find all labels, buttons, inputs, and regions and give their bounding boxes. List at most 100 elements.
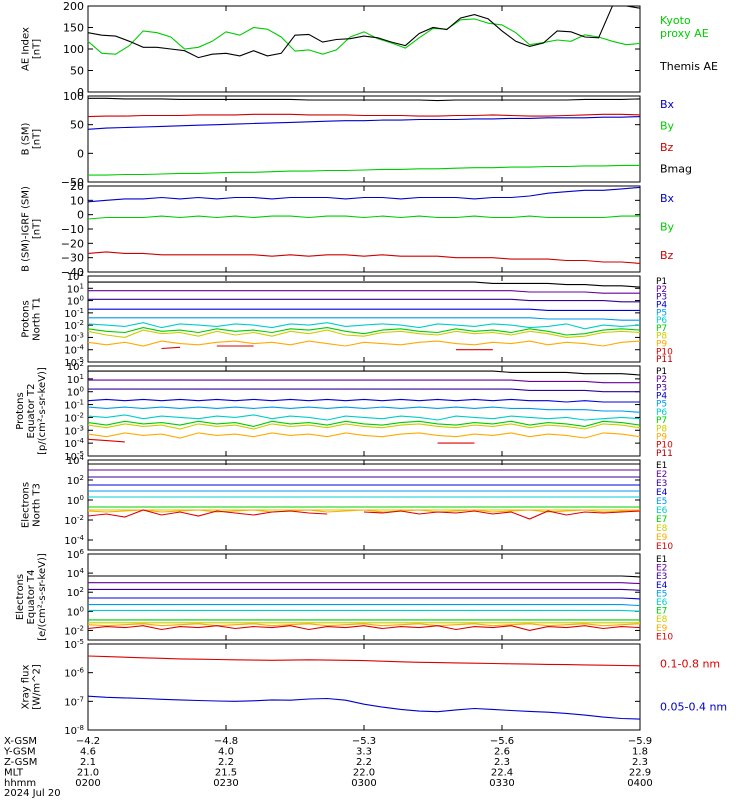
legend-label: E4 (656, 488, 668, 498)
legend-label: P6 (656, 316, 667, 326)
x-row-value: 2.3 (632, 757, 648, 768)
y-tick-label: 106 (67, 548, 85, 561)
legend-label: P1 (656, 367, 667, 377)
series-line (87, 432, 641, 439)
y-axis-label: North T3 (32, 483, 43, 527)
y-axis-label: North T1 (32, 297, 43, 341)
series-line (88, 298, 640, 303)
legend-label: Bx (660, 98, 675, 111)
x-row-label: Y-GSM (3, 747, 36, 758)
series-line (87, 322, 641, 330)
y-tick-label: 10-1 (64, 307, 84, 320)
x-row-value: 3.3 (356, 747, 372, 758)
legend-label: P3 (656, 293, 667, 303)
legend-label: P9 (656, 432, 667, 442)
series-line (87, 655, 641, 667)
x-row-value: 1.8 (632, 747, 648, 758)
legend-label: P10 (656, 441, 673, 451)
y-tick-label: 0 (77, 147, 84, 160)
legend-label: E2 (656, 470, 667, 480)
legend-label: P8 (656, 332, 667, 342)
legend-label: E1 (656, 461, 667, 471)
panel-frame (87, 459, 641, 551)
legend-label: P5 (656, 400, 667, 410)
panel-frame (87, 185, 641, 273)
y-tick-label: 10-2 (64, 514, 84, 527)
y-axis-label: Electrons (15, 574, 26, 620)
y-tick-label: 10 (70, 194, 84, 207)
series-line (87, 398, 640, 403)
legend-label: E8 (656, 524, 668, 534)
y-axis-label: B (SM)-IGRF (SM) (21, 186, 32, 272)
series-line (87, 215, 640, 220)
x-row-value: 22.0 (353, 768, 375, 779)
series-line (87, 509, 328, 518)
x-row-value: 22.4 (491, 768, 513, 779)
y-tick-label: 10-5 (64, 638, 84, 651)
series-line (88, 317, 640, 321)
series-line (88, 582, 641, 585)
panel-frame (87, 95, 641, 183)
y-axis-label: [nT] (32, 129, 43, 149)
legend-label: E2 (656, 564, 667, 574)
legend-label: Bmag (660, 162, 692, 175)
series-line (87, 423, 641, 430)
legend-label: E1 (656, 555, 667, 565)
legend-label: P11 (656, 449, 673, 459)
series-line (87, 113, 641, 118)
y-tick-label: 100 (67, 386, 84, 399)
date-label: 2024 Jul 20 (4, 788, 61, 799)
legend-label: P4 (656, 300, 667, 310)
y-tick-label: 102 (67, 360, 84, 373)
legend-label: P4 (656, 392, 667, 402)
series-line (88, 575, 641, 578)
legend-label: 0.1-0.8 nm (660, 658, 720, 671)
legend-label: E6 (656, 506, 668, 516)
legend-label: P3 (656, 383, 667, 393)
y-axis-label: [nT] (32, 219, 43, 239)
y-axis-label: Equator T4 (26, 570, 37, 625)
y-tick-label: 10-5 (64, 450, 84, 463)
y-tick-label: 10-1 (64, 399, 84, 412)
legend-label: E5 (656, 497, 667, 507)
y-tick-label: 50 (70, 65, 84, 78)
y-tick-label: 10-3 (64, 424, 84, 437)
y-tick-label: 0 (77, 209, 84, 222)
y-tick-label: 150 (63, 22, 84, 35)
series-line (88, 604, 641, 607)
x-row-value: 0230 (213, 778, 238, 789)
x-row-value: 0400 (627, 778, 652, 789)
series-line (87, 251, 641, 264)
legend-label: E7 (656, 607, 667, 617)
series-line (87, 438, 125, 443)
y-tick-label: 10-2 (64, 411, 84, 424)
x-row-value: −4.8 (214, 736, 238, 747)
legend-label: Bx (660, 192, 675, 205)
y-axis-label: Protons (15, 392, 26, 429)
x-row-value: 4.6 (80, 747, 96, 758)
y-tick-label: 10-3 (64, 331, 84, 344)
y-tick-label: 100 (67, 295, 84, 308)
y-tick-label: −40 (61, 266, 84, 279)
legend-label: E10 (656, 632, 673, 642)
x-row-value: 4.0 (218, 747, 234, 758)
y-axis-label: Electrons (21, 482, 32, 528)
legend-label: E6 (656, 598, 668, 608)
legend-label: By (660, 119, 675, 132)
y-axis-label: [nT] (32, 39, 43, 59)
legend-label: P10 (656, 347, 673, 357)
legend-label: E7 (656, 515, 667, 525)
y-axis-label: Xray flux (21, 665, 32, 710)
series-line (88, 281, 641, 288)
legend-label: P9 (656, 340, 667, 350)
y-tick-label: 10-4 (64, 534, 84, 547)
y-axis-label: Protons (21, 300, 32, 337)
y-tick-label: −30 (61, 252, 84, 265)
y-axis-label: [e/(cm²-s-sr-keV)] (37, 553, 48, 641)
legend-label: P2 (656, 375, 667, 385)
legend-label: Bz (660, 249, 674, 262)
legend-label: By (660, 220, 675, 233)
series-line (87, 116, 641, 130)
y-tick-label: 10-2 (64, 624, 84, 637)
